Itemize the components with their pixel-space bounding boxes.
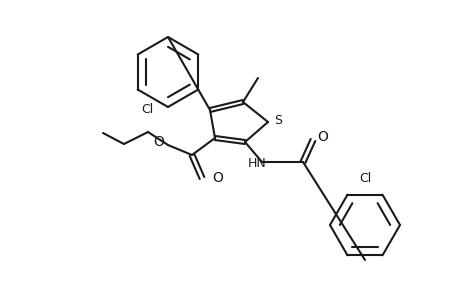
Text: O: O xyxy=(212,171,223,185)
Text: HN: HN xyxy=(247,157,266,170)
Text: Cl: Cl xyxy=(141,103,154,116)
Text: Cl: Cl xyxy=(358,172,370,185)
Text: S: S xyxy=(274,113,281,127)
Text: O: O xyxy=(316,130,327,144)
Text: O: O xyxy=(153,135,164,149)
